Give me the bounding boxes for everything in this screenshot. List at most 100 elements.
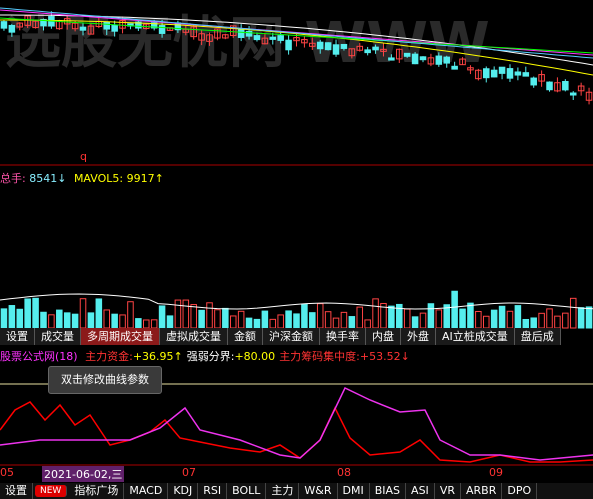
decoration — [0, 401, 593, 463]
decoration — [269, 318, 277, 329]
decoration — [277, 35, 284, 41]
decoration — [56, 309, 63, 329]
decoration — [71, 22, 79, 30]
decoration — [285, 39, 292, 51]
toolbar-item[interactable]: BIAS — [370, 483, 407, 499]
decoration — [585, 91, 593, 101]
decoration — [190, 26, 197, 38]
tab-bar: 设置 成交量 多周期成交量 虚拟成交量 金额 沪深金额 换手率 内盘 外盘 AI立桩成交量 盘后成 — [0, 328, 593, 345]
marker: q — [80, 150, 87, 163]
tab[interactable]: 换手率 — [320, 328, 366, 345]
decoration — [245, 30, 253, 37]
decoration — [348, 48, 356, 57]
decoration — [562, 81, 569, 91]
decoration — [182, 299, 190, 329]
decoration — [48, 314, 55, 329]
toolbar-item[interactable]: KDJ — [168, 483, 199, 499]
decoration — [63, 18, 71, 25]
decoration — [388, 57, 395, 61]
toolbar-item[interactable]: VR — [435, 483, 461, 499]
decoration — [95, 298, 103, 329]
decoration — [514, 305, 522, 329]
toolbar-item[interactable]: ASI — [406, 483, 435, 499]
decoration — [16, 22, 24, 28]
label: 主力筹码集中度: — [279, 350, 360, 363]
decoration — [364, 319, 371, 329]
tab[interactable]: 设置 — [0, 328, 35, 345]
decoration — [253, 318, 261, 329]
decoration — [467, 302, 474, 329]
value: +36.95↑ — [132, 350, 183, 363]
decoration — [261, 37, 269, 45]
decoration — [111, 24, 118, 32]
decoration — [222, 307, 229, 329]
decoration — [348, 316, 356, 329]
tab[interactable]: 成交量 — [35, 328, 81, 345]
decoration — [356, 45, 364, 51]
decoration — [222, 34, 229, 39]
decoration — [403, 52, 411, 57]
decoration — [301, 303, 308, 329]
toolbar-item[interactable]: DPO — [502, 483, 538, 499]
decoration — [396, 48, 403, 60]
toolbar-item[interactable]: 指标广场 — [69, 483, 125, 499]
decoration — [514, 71, 522, 76]
decoration — [427, 57, 435, 65]
toolbar-item[interactable]: BOLL — [227, 483, 267, 499]
tab[interactable]: 外盘 — [401, 328, 436, 345]
decoration — [490, 309, 498, 329]
decoration — [285, 310, 292, 329]
decoration — [538, 312, 545, 329]
toolbar-item[interactable]: RSI — [198, 483, 228, 499]
value: +53.52↓ — [359, 350, 410, 363]
decoration — [24, 15, 31, 26]
tab[interactable]: AI立桩成交量 — [436, 328, 515, 345]
decoration — [127, 301, 134, 329]
value: +80.00 — [234, 350, 276, 363]
toolbar-item[interactable]: MACD — [124, 483, 169, 499]
decoration — [119, 314, 126, 329]
decoration — [0, 308, 8, 329]
decoration — [87, 312, 95, 329]
decoration — [32, 20, 39, 29]
indicator-header: 股票公式网(18) 主力资金:+36.95↑ 强弱分界:+80.00 主力筹码集中度… — [0, 348, 410, 364]
tab[interactable]: 金额 — [228, 328, 263, 345]
toolbar-item[interactable]: 设置 — [0, 483, 33, 499]
decoration — [522, 318, 530, 329]
decoration — [309, 312, 316, 329]
decoration — [538, 74, 545, 82]
decoration — [198, 309, 205, 329]
toolbar-item[interactable]: W&R — [299, 483, 338, 499]
decoration — [506, 310, 514, 329]
decoration — [459, 308, 466, 329]
decoration — [24, 298, 31, 329]
decoration — [427, 303, 435, 329]
tooltip: 双击修改曲线参数 — [48, 366, 162, 394]
decoration — [174, 299, 182, 329]
tab[interactable]: 虚拟成交量 — [160, 328, 228, 345]
toolbar: 设置 NEW 指标广场 MACD KDJ RSI BOLL 主力 W&R DMI BIAS ASI VR… — [0, 483, 593, 499]
decoration — [498, 305, 506, 329]
tab[interactable]: 多周期成交量 — [81, 328, 160, 345]
decoration — [79, 298, 87, 329]
decoration — [569, 297, 577, 329]
decoration — [467, 67, 474, 71]
decoration — [0, 17, 593, 54]
decoration — [309, 42, 316, 47]
decoration — [237, 310, 245, 329]
decoration — [340, 311, 348, 329]
decoration — [419, 312, 427, 329]
tab[interactable]: 盘后成 — [514, 328, 561, 345]
toolbar-item[interactable]: DMI — [338, 483, 370, 499]
decoration — [419, 56, 427, 61]
tab[interactable]: 沪深金额 — [263, 328, 320, 345]
indicator-name: 股票公式网(18) — [0, 350, 78, 363]
toolbar-item[interactable]: 主力 — [266, 483, 300, 499]
tab[interactable]: 内盘 — [366, 328, 401, 345]
label: 总手: — [0, 172, 26, 185]
decoration — [87, 25, 95, 35]
toolbar-item[interactable]: ARBR — [461, 483, 503, 499]
decoration — [0, 386, 593, 461]
decoration — [245, 317, 253, 329]
